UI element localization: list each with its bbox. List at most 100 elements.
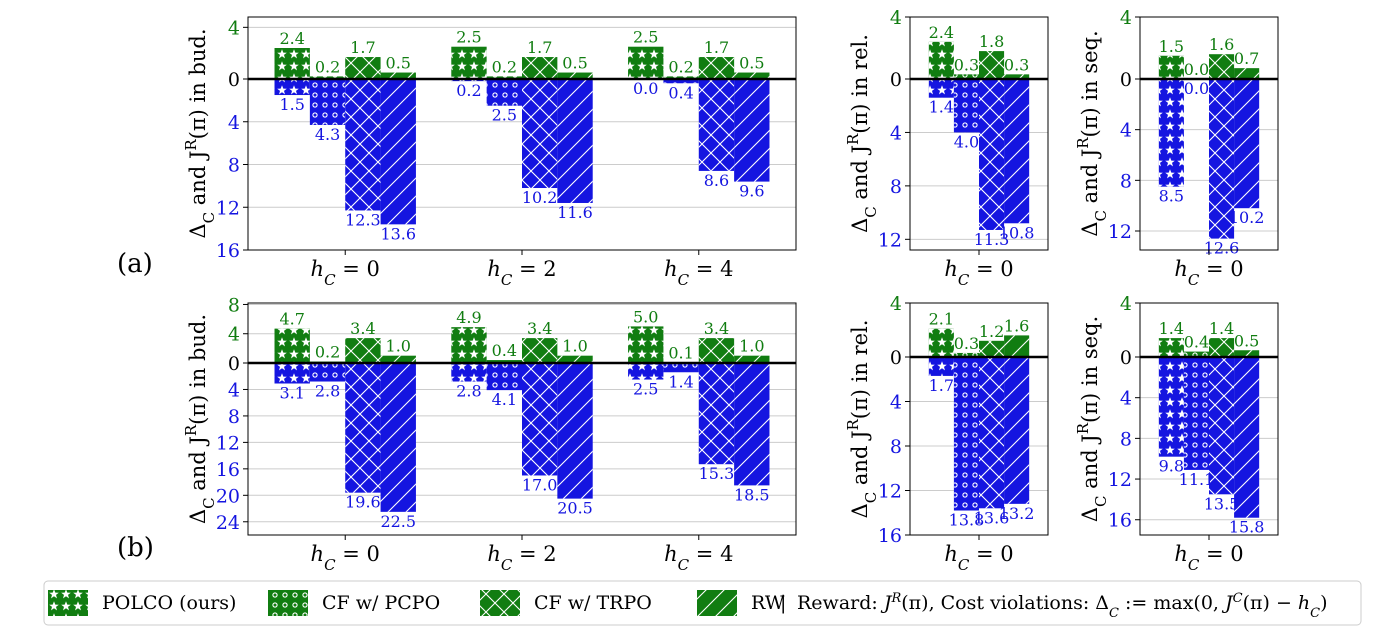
y-tick-label: 4 <box>228 379 240 401</box>
bar-cost-hatch <box>734 79 770 182</box>
bars <box>274 46 770 225</box>
bar-label-cost: 11.1 <box>1179 470 1215 489</box>
bar-label-cost: 13.6 <box>380 224 416 243</box>
bar-reward-hatch <box>928 41 954 79</box>
bar-reward-hatch <box>557 355 593 363</box>
bar-label-reward: 0.3 <box>954 334 979 353</box>
bar-cost-hatch <box>1158 357 1184 457</box>
bar-cost-hatch <box>309 79 346 125</box>
bar-reward-hatch <box>979 51 1005 79</box>
x-tick-label: hC = 4 <box>664 257 733 289</box>
bar-cost-hatch <box>928 357 954 376</box>
bar-label-cost: 12.6 <box>1204 239 1240 258</box>
y-tick-label: 12 <box>878 229 902 251</box>
bar-reward-hatch <box>274 48 310 79</box>
bar-cost-hatch <box>451 363 487 382</box>
bar-label-reward: 1.0 <box>739 337 764 356</box>
y-axis-label: ΔC and JR(π) in seq. <box>1074 316 1110 522</box>
bars <box>1158 338 1260 518</box>
bar-label-reward: 2.1 <box>929 310 954 329</box>
bar-label-reward: 2.4 <box>929 23 954 42</box>
x-tick-label: hC = 0 <box>311 257 380 289</box>
bar-label-reward: 0.2 <box>315 57 340 76</box>
y-axis-label: ΔC and JR(π) in rel. <box>844 34 880 233</box>
bar-cost-hatch <box>663 363 699 373</box>
y-tick-label: 8 <box>1120 428 1132 450</box>
bar-label-cost: 10.2 <box>1229 208 1265 227</box>
bar-reward-hatch <box>1004 335 1030 357</box>
bar-label-reward: 5.0 <box>633 307 658 326</box>
bar-reward-hatch <box>628 326 664 363</box>
legend-entry: POLCO (ours) <box>48 590 236 616</box>
bar-label-cost: 11.6 <box>557 203 593 222</box>
bar-cost-hatch <box>979 357 1005 509</box>
bar-cost-hatch <box>628 363 664 380</box>
bar-label-reward: 2.5 <box>456 28 481 47</box>
bar-label-cost: 8.5 <box>1159 187 1184 206</box>
bar-reward-hatch <box>486 76 522 79</box>
y-tick-label: 8 <box>228 294 240 316</box>
bar-cost-hatch <box>345 79 381 211</box>
bar-reward-hatch <box>953 74 979 79</box>
bar-label-cost: 10.2 <box>522 188 558 207</box>
bar-label-cost: 2.5 <box>492 106 517 125</box>
y-tick-label: 24 <box>216 512 240 534</box>
bar-label-cost: 18.5 <box>734 485 770 504</box>
bar-label-reward: 0.4 <box>1184 333 1209 352</box>
row-label-a: (a) <box>117 249 153 279</box>
legend-swatch-hatch <box>48 590 88 616</box>
legend-label: RW <box>751 592 785 614</box>
bar-label-reward: 0.3 <box>1004 55 1029 74</box>
charts-layer: 2.41.50.24.31.712.30.513.6hC = 02.50.20.… <box>182 7 1279 574</box>
x-tick-label: hC = 2 <box>487 542 556 574</box>
bar-label-cost: 4.3 <box>315 125 340 144</box>
bar-label-cost: 13.6 <box>974 508 1010 527</box>
bar-label-cost: 20.5 <box>557 499 593 518</box>
bar-cost-hatch <box>1158 79 1184 187</box>
legend-items: POLCO (ours) CF w/ PCPO CF w/ TRPO RW| <box>48 590 786 616</box>
y-tick-label: 16 <box>216 459 240 481</box>
y-tick-label: 8 <box>1120 170 1132 192</box>
bar-label-cost: 0.2 <box>456 81 481 100</box>
bar-reward-hatch <box>1158 338 1184 357</box>
x-tick-label: hC = 0 <box>944 542 1013 574</box>
bar-label-reward: 1.0 <box>562 337 587 356</box>
bar-reward-hatch <box>1004 74 1030 79</box>
x-tick-label: hC = 0 <box>1174 542 1243 574</box>
bar-label-reward: 1.4 <box>1209 319 1234 338</box>
bar-label-reward: 4.9 <box>456 308 481 327</box>
bar-label-reward: 3.4 <box>527 319 552 338</box>
bar-label-cost: 13.8 <box>949 511 985 530</box>
y-tick-label: 0 <box>890 69 902 91</box>
bar-label-reward: 1.6 <box>1209 35 1234 54</box>
bar-cost-hatch <box>953 79 979 133</box>
bar-label-cost: 11.3 <box>974 230 1010 249</box>
legend-swatch-hatch <box>268 590 308 616</box>
bar-label-cost: 0.4 <box>668 83 693 102</box>
bar-reward-hatch <box>663 76 699 79</box>
bar-label-reward: 0.7 <box>1234 49 1259 68</box>
bar-cost-hatch <box>345 363 381 493</box>
bar-reward-hatch <box>451 46 487 79</box>
y-tick-label: 12 <box>216 197 240 219</box>
bar-label-reward: 0.5 <box>739 54 764 73</box>
bar-label-cost: 0.0 <box>1184 79 1209 98</box>
y-tick-label: 16 <box>216 240 240 262</box>
bar-reward-hatch <box>1209 54 1235 79</box>
chart-panel-2: 2.4 1.4 0.3 4.0 1.8 11.3 0.3 10.8 hC = 0 0 4 4 8 12ΔC… <box>844 7 1049 289</box>
bar-cost-hatch <box>1004 79 1030 224</box>
bar-reward-hatch <box>309 76 346 79</box>
bar-cost-hatch <box>1209 79 1235 239</box>
y-tick-label: 4 <box>228 17 240 39</box>
chart-panel-3: 1.58.50.00.01.612.60.710.2hC = 0044812ΔC… <box>1074 7 1279 289</box>
legend-separator: | <box>780 592 786 614</box>
bar-cost-hatch <box>380 79 416 225</box>
bar-reward-hatch <box>928 328 954 357</box>
chart-panel-5: 2.1 1.7 0.3 13.8 1.2 13.6 1.6 13.2 hC = 0 0 4 4 8 12 1… <box>844 293 1049 574</box>
bar-cost-hatch <box>522 79 558 189</box>
bar-label-cost: 2.8 <box>456 382 481 401</box>
legend-label: CF w/ TRPO <box>534 592 652 614</box>
bar-cost-hatch <box>1234 357 1260 518</box>
bar-cost-hatch <box>734 363 770 486</box>
bars <box>274 326 770 512</box>
